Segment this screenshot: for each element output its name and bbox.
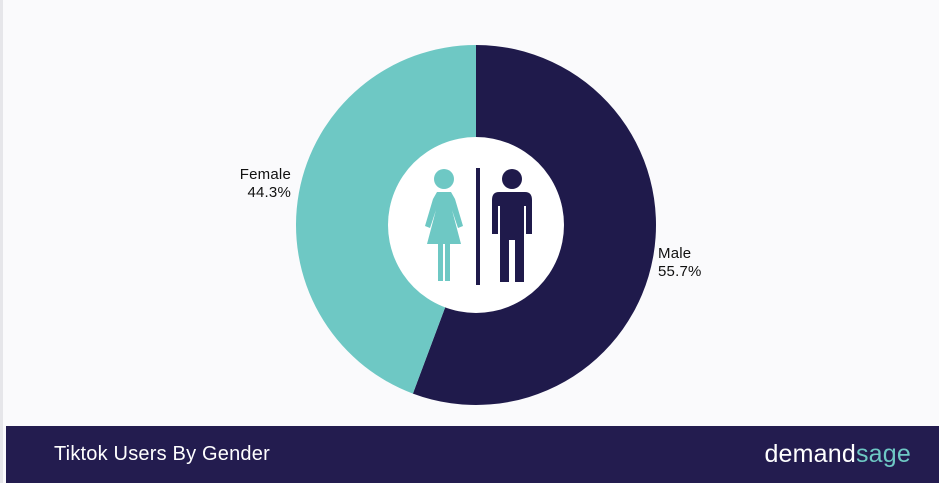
chart-title: Tiktok Users By Gender — [54, 443, 270, 465]
gender-icon-group — [425, 168, 532, 285]
divider-line — [476, 168, 480, 285]
footer-bar: Tiktok Users By Gender demandsage — [6, 426, 939, 483]
slice-female — [295, 45, 476, 394]
donut-chart — [295, 45, 656, 405]
slice-label-male: Male 55.7% — [658, 245, 702, 281]
slice-value-female: 44.3% — [247, 184, 291, 201]
slice-value-male: 55.7% — [658, 263, 702, 280]
slice-label-female: Female 44.3% — [229, 166, 291, 202]
brand-text-demand: demand — [764, 440, 856, 468]
slice-name-male: Male — [658, 245, 692, 262]
female-person-icon — [425, 169, 463, 281]
slice-name-female: Female — [239, 166, 291, 183]
brand-text-sage: sage — [855, 440, 911, 468]
male-person-icon — [492, 169, 532, 282]
brand-logo[interactable]: demandsage — [764, 440, 911, 469]
